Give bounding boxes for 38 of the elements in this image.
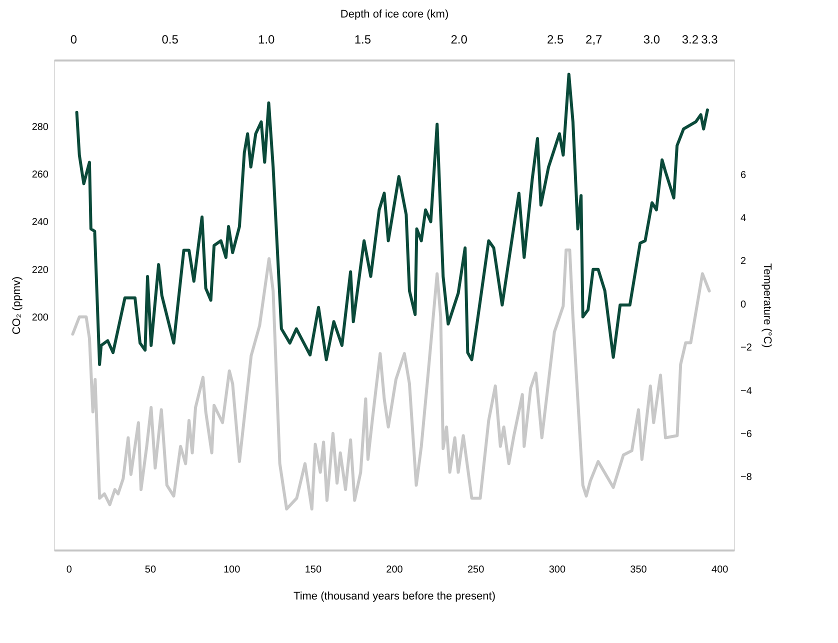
y2-axis-title: Temperature (°C)	[760, 263, 773, 348]
y2-tick-label: 0	[740, 299, 746, 310]
x-tick-label: 100	[223, 564, 241, 576]
x-tick-label: 400	[712, 564, 729, 576]
line-series	[75, 72, 709, 366]
x-tick-label: 150	[304, 564, 322, 576]
x-tick-label: 200	[386, 564, 404, 576]
x2-tick-label: 1.5	[354, 32, 372, 46]
y-axis-title: CO₂ (ppmv)	[10, 276, 23, 335]
y2-tick-label: 6	[740, 170, 746, 181]
y-tick-label: 280	[32, 122, 49, 134]
x2-axis-title: Depth of ice core (km)	[340, 8, 449, 20]
x-tick-label: 350	[630, 564, 648, 576]
x-tick-label: 250	[467, 564, 485, 576]
y2-tick-label: 4	[740, 213, 746, 224]
x2-tick-label: 0.5	[162, 32, 179, 46]
x2-tick-label: 2,7	[586, 32, 603, 46]
x2-tick-label: 2.5	[547, 32, 564, 46]
x-tick-label: 300	[548, 564, 566, 576]
x2-tick-label: 1.0	[258, 32, 276, 46]
y2-tick-label: −6	[740, 428, 752, 440]
y2-tick-label: −4	[740, 386, 752, 397]
y-tick-label: 240	[32, 217, 49, 228]
x-tick-label: 50	[144, 564, 156, 576]
y-tick-label: 220	[32, 264, 49, 276]
line-series	[71, 248, 711, 510]
x2-tick-label: 3.3	[701, 32, 718, 46]
y-tick-label: 200	[32, 312, 49, 324]
y-tick-label: 260	[32, 170, 49, 181]
x2-tick-label: 3.2	[682, 32, 699, 46]
x2-tick-label: 3.0	[643, 32, 660, 46]
y2-tick-label: −2	[740, 342, 752, 354]
x-axis-title: Time (thousand years before the present)	[294, 590, 496, 602]
y2-tick-label: 2	[740, 256, 746, 268]
y2-tick-label: −8	[740, 472, 752, 484]
x-tick-label: 0	[66, 564, 72, 576]
x2-tick-label: 2.0	[450, 32, 468, 46]
x2-tick-label: 0	[70, 32, 78, 46]
